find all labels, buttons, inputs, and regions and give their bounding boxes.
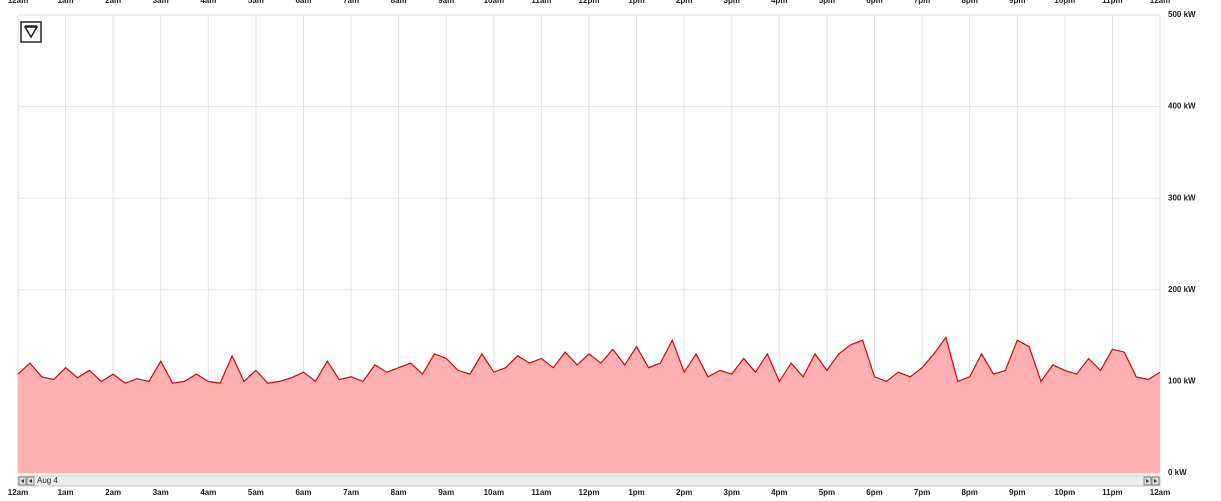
nav-arrows [21, 479, 32, 483]
x-tick-label: 6pm [866, 488, 882, 497]
date-label: Aug 4 [37, 476, 58, 485]
x-tick-label: 10am [484, 488, 504, 497]
x-tick-label: 9am [438, 488, 454, 497]
x-tick-label-top: 11pm [1102, 0, 1122, 5]
x-tick-label-top: 7am [343, 0, 359, 5]
x-tick-label: 12am [8, 488, 28, 497]
x-tick-label: 4pm [771, 488, 787, 497]
x-tick-label-top: 12pm [579, 0, 600, 5]
x-tick-label: 12am [1150, 488, 1170, 497]
x-tick-label-top: 11am [531, 0, 551, 5]
x-tick-label: 3am [153, 488, 169, 497]
y-tick-label: 100 kW [1168, 377, 1196, 386]
x-tick-label-top: 8pm [961, 0, 977, 5]
x-tick-label-top: 12am [1150, 0, 1170, 5]
y-tick-label: 200 kW [1168, 285, 1196, 294]
x-tick-label: 8pm [961, 488, 977, 497]
plot-area [17, 14, 1161, 474]
x-tick-label-top: 10pm [1054, 0, 1075, 5]
x-tick-label: 12pm [579, 488, 600, 497]
x-tick-label-top: 1am [58, 0, 74, 5]
filter-button[interactable] [20, 21, 42, 43]
x-tick-label-top: 8am [391, 0, 407, 5]
y-tick-label: 300 kW [1168, 193, 1196, 202]
x-tick-label-top: 2pm [676, 0, 692, 5]
x-tick-label: 6am [295, 488, 311, 497]
x-tick-label: 1am [58, 488, 74, 497]
x-tick-label-top: 3pm [724, 0, 740, 5]
filter-icon [23, 26, 39, 39]
x-tick-label: 7pm [914, 488, 930, 497]
x-tick-label-top: 10am [484, 0, 504, 5]
x-tick-label-top: 2am [105, 0, 121, 5]
y-tick-label: 400 kW [1168, 102, 1196, 111]
y-tick-label: 500 kW [1168, 10, 1196, 19]
x-tick-label-top: 9pm [1009, 0, 1025, 5]
x-tick-label: 4am [200, 488, 216, 497]
x-tick-label-top: 5am [248, 0, 264, 5]
x-tick-label: 1pm [628, 488, 644, 497]
x-tick-label-top: 3am [153, 0, 169, 5]
x-tick-label-top: 12am [8, 0, 28, 5]
y-tick-label: 0 kW [1168, 468, 1187, 477]
x-tick-label: 11pm [1102, 488, 1122, 497]
x-tick-label: 5pm [819, 488, 835, 497]
x-tick-label-top: 6am [295, 0, 311, 5]
x-tick-label-top: 4am [200, 0, 216, 5]
nav-arrows [1146, 479, 1157, 483]
x-tick-label-top: 4pm [771, 0, 787, 5]
x-tick-label: 8am [391, 488, 407, 497]
x-tick-label: 9pm [1009, 488, 1025, 497]
x-tick-label-top: 6pm [866, 0, 882, 5]
area [18, 337, 1160, 473]
x-tick-label: 5am [248, 488, 264, 497]
x-tick-label: 2pm [676, 488, 692, 497]
x-tick-label: 2am [105, 488, 121, 497]
x-tick-label-top: 9am [438, 0, 454, 5]
x-tick-label-top: 7pm [914, 0, 930, 5]
x-tick-label: 10pm [1054, 488, 1075, 497]
line [17, 336, 1161, 384]
scroll-bar [17, 475, 1161, 487]
x-tick-label-top: 5pm [819, 0, 835, 5]
x-tick-label-top: 1pm [628, 0, 644, 5]
x-tick-label: 11am [531, 488, 551, 497]
x-tick-label: 3pm [724, 488, 740, 497]
x-tick-label: 7am [343, 488, 359, 497]
